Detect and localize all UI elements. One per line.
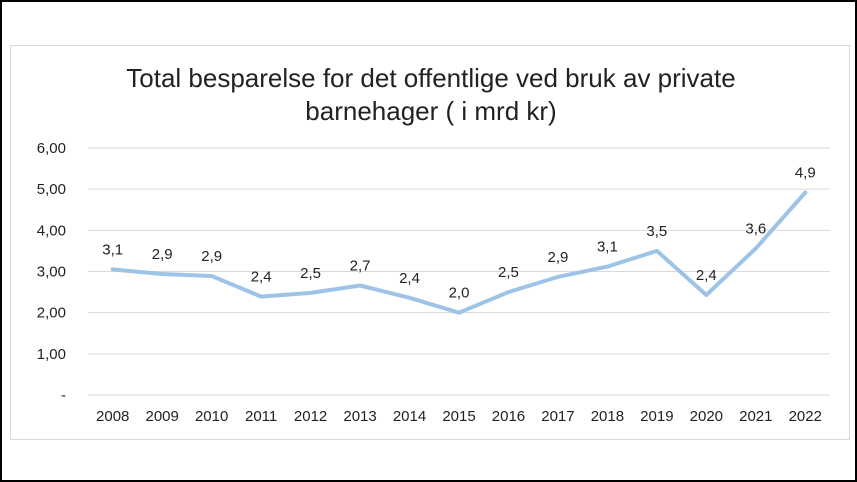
data-label: 3,1 [102,241,123,258]
x-tick-label: 2022 [789,408,822,425]
x-tick-label: 2015 [442,408,475,425]
data-label: 2,9 [548,249,569,266]
y-tick-label: 5,00 [37,181,66,198]
data-label: 2,0 [449,285,470,302]
x-tick-label: 2016 [492,408,525,425]
y-tick-label: 1,00 [37,346,66,363]
x-tick-label: 2018 [591,408,624,425]
data-label: 4,9 [795,164,816,181]
data-labels: 3,1 2,9 2,9 2,4 2,5 2,7 2,4 2,0 2,5 2,9 3,1 3,5 2,4 3… [102,164,815,301]
y-tick-label: 4,00 [37,222,66,239]
series-group [110,190,808,315]
data-label: 2,4 [399,270,420,287]
x-tick-label: 2014 [393,408,426,425]
x-tick-label: 2011 [245,408,277,425]
data-label: 3,1 [597,239,618,256]
data-label: 2,4 [696,267,717,284]
y-tick-label: 6,00 [37,140,66,157]
x-tick-label: 2019 [640,408,673,425]
data-label: 2,5 [300,265,321,282]
x-tick-label: 2017 [541,408,574,425]
x-axis-tick-labels: 2008 2009 2010 2011 2012 2013 2014 2015 2016 2017… [96,408,822,425]
x-tick-label: 2010 [195,408,228,425]
x-tick-label: 2021 [739,408,772,425]
data-label: 2,7 [350,257,371,274]
y-tick-label: - [61,387,66,404]
chart-title: Total besparelse for det offentlige ved … [126,63,736,126]
data-label: 2,9 [201,248,222,265]
x-tick-label: 2012 [294,408,327,425]
data-label: 2,4 [251,269,272,286]
data-label: 3,6 [745,220,766,237]
y-tick-label: 2,00 [37,305,66,322]
x-tick-label: 2013 [343,408,376,425]
data-label: 2,5 [498,264,519,281]
x-tick-label: 2009 [146,408,179,425]
data-label: 3,5 [646,223,667,240]
y-tick-label: 3,00 [37,264,66,281]
y-axis-tick-labels: - 1,00 2,00 3,00 4,00 5,00 6,00 [37,140,66,404]
data-label: 2,9 [152,246,173,263]
gridlines [88,147,830,396]
x-tick-label: 2020 [690,408,723,425]
x-tick-label: 2008 [96,408,129,425]
chart-area: Total besparelse for det offentlige ved … [10,45,850,440]
